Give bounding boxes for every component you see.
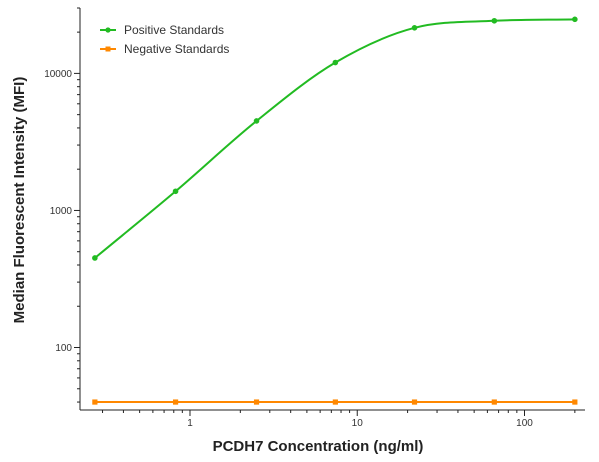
series-layer (92, 16, 578, 405)
x-tick-label: 1 (187, 418, 193, 429)
y-tick-label: 1000 (50, 206, 73, 217)
legend-item: Negative Standards (100, 42, 229, 56)
y-tick-label: 10000 (44, 69, 72, 80)
legend-marker (105, 46, 111, 52)
data-point (172, 399, 179, 405)
legend-label: Positive Standards (124, 23, 224, 37)
x-tick-label: 10 (352, 418, 364, 429)
data-point (332, 59, 339, 66)
legend: Positive Standards Negative Standards (100, 23, 229, 56)
data-point (572, 16, 578, 23)
legend-label: Negative Standards (124, 42, 229, 56)
data-point (411, 25, 418, 31)
data-point (491, 399, 497, 405)
data-point (572, 399, 578, 405)
y-tick-label: 100 (55, 343, 72, 354)
series-negative-standards (92, 399, 578, 405)
data-point (491, 17, 498, 24)
x-axis-title: PCDH7 Concentration (ng/ml) (213, 438, 424, 455)
data-point (92, 399, 98, 405)
data-point (253, 399, 260, 405)
y-axis-title: Median Fluorescent Intensity (MFI) (11, 77, 28, 324)
series-positive-standards (92, 16, 578, 261)
data-point (172, 188, 179, 195)
data-point (92, 255, 98, 261)
data-point (411, 399, 418, 405)
data-point (253, 118, 260, 124)
legend-item: Positive Standards (100, 23, 224, 37)
data-point (332, 399, 338, 405)
x-ticks: 1 10 100 (102, 410, 576, 429)
y-ticks: 100 1000 10000 (44, 7, 80, 403)
x-tick-label: 100 (516, 418, 533, 429)
legend-marker (105, 27, 111, 33)
